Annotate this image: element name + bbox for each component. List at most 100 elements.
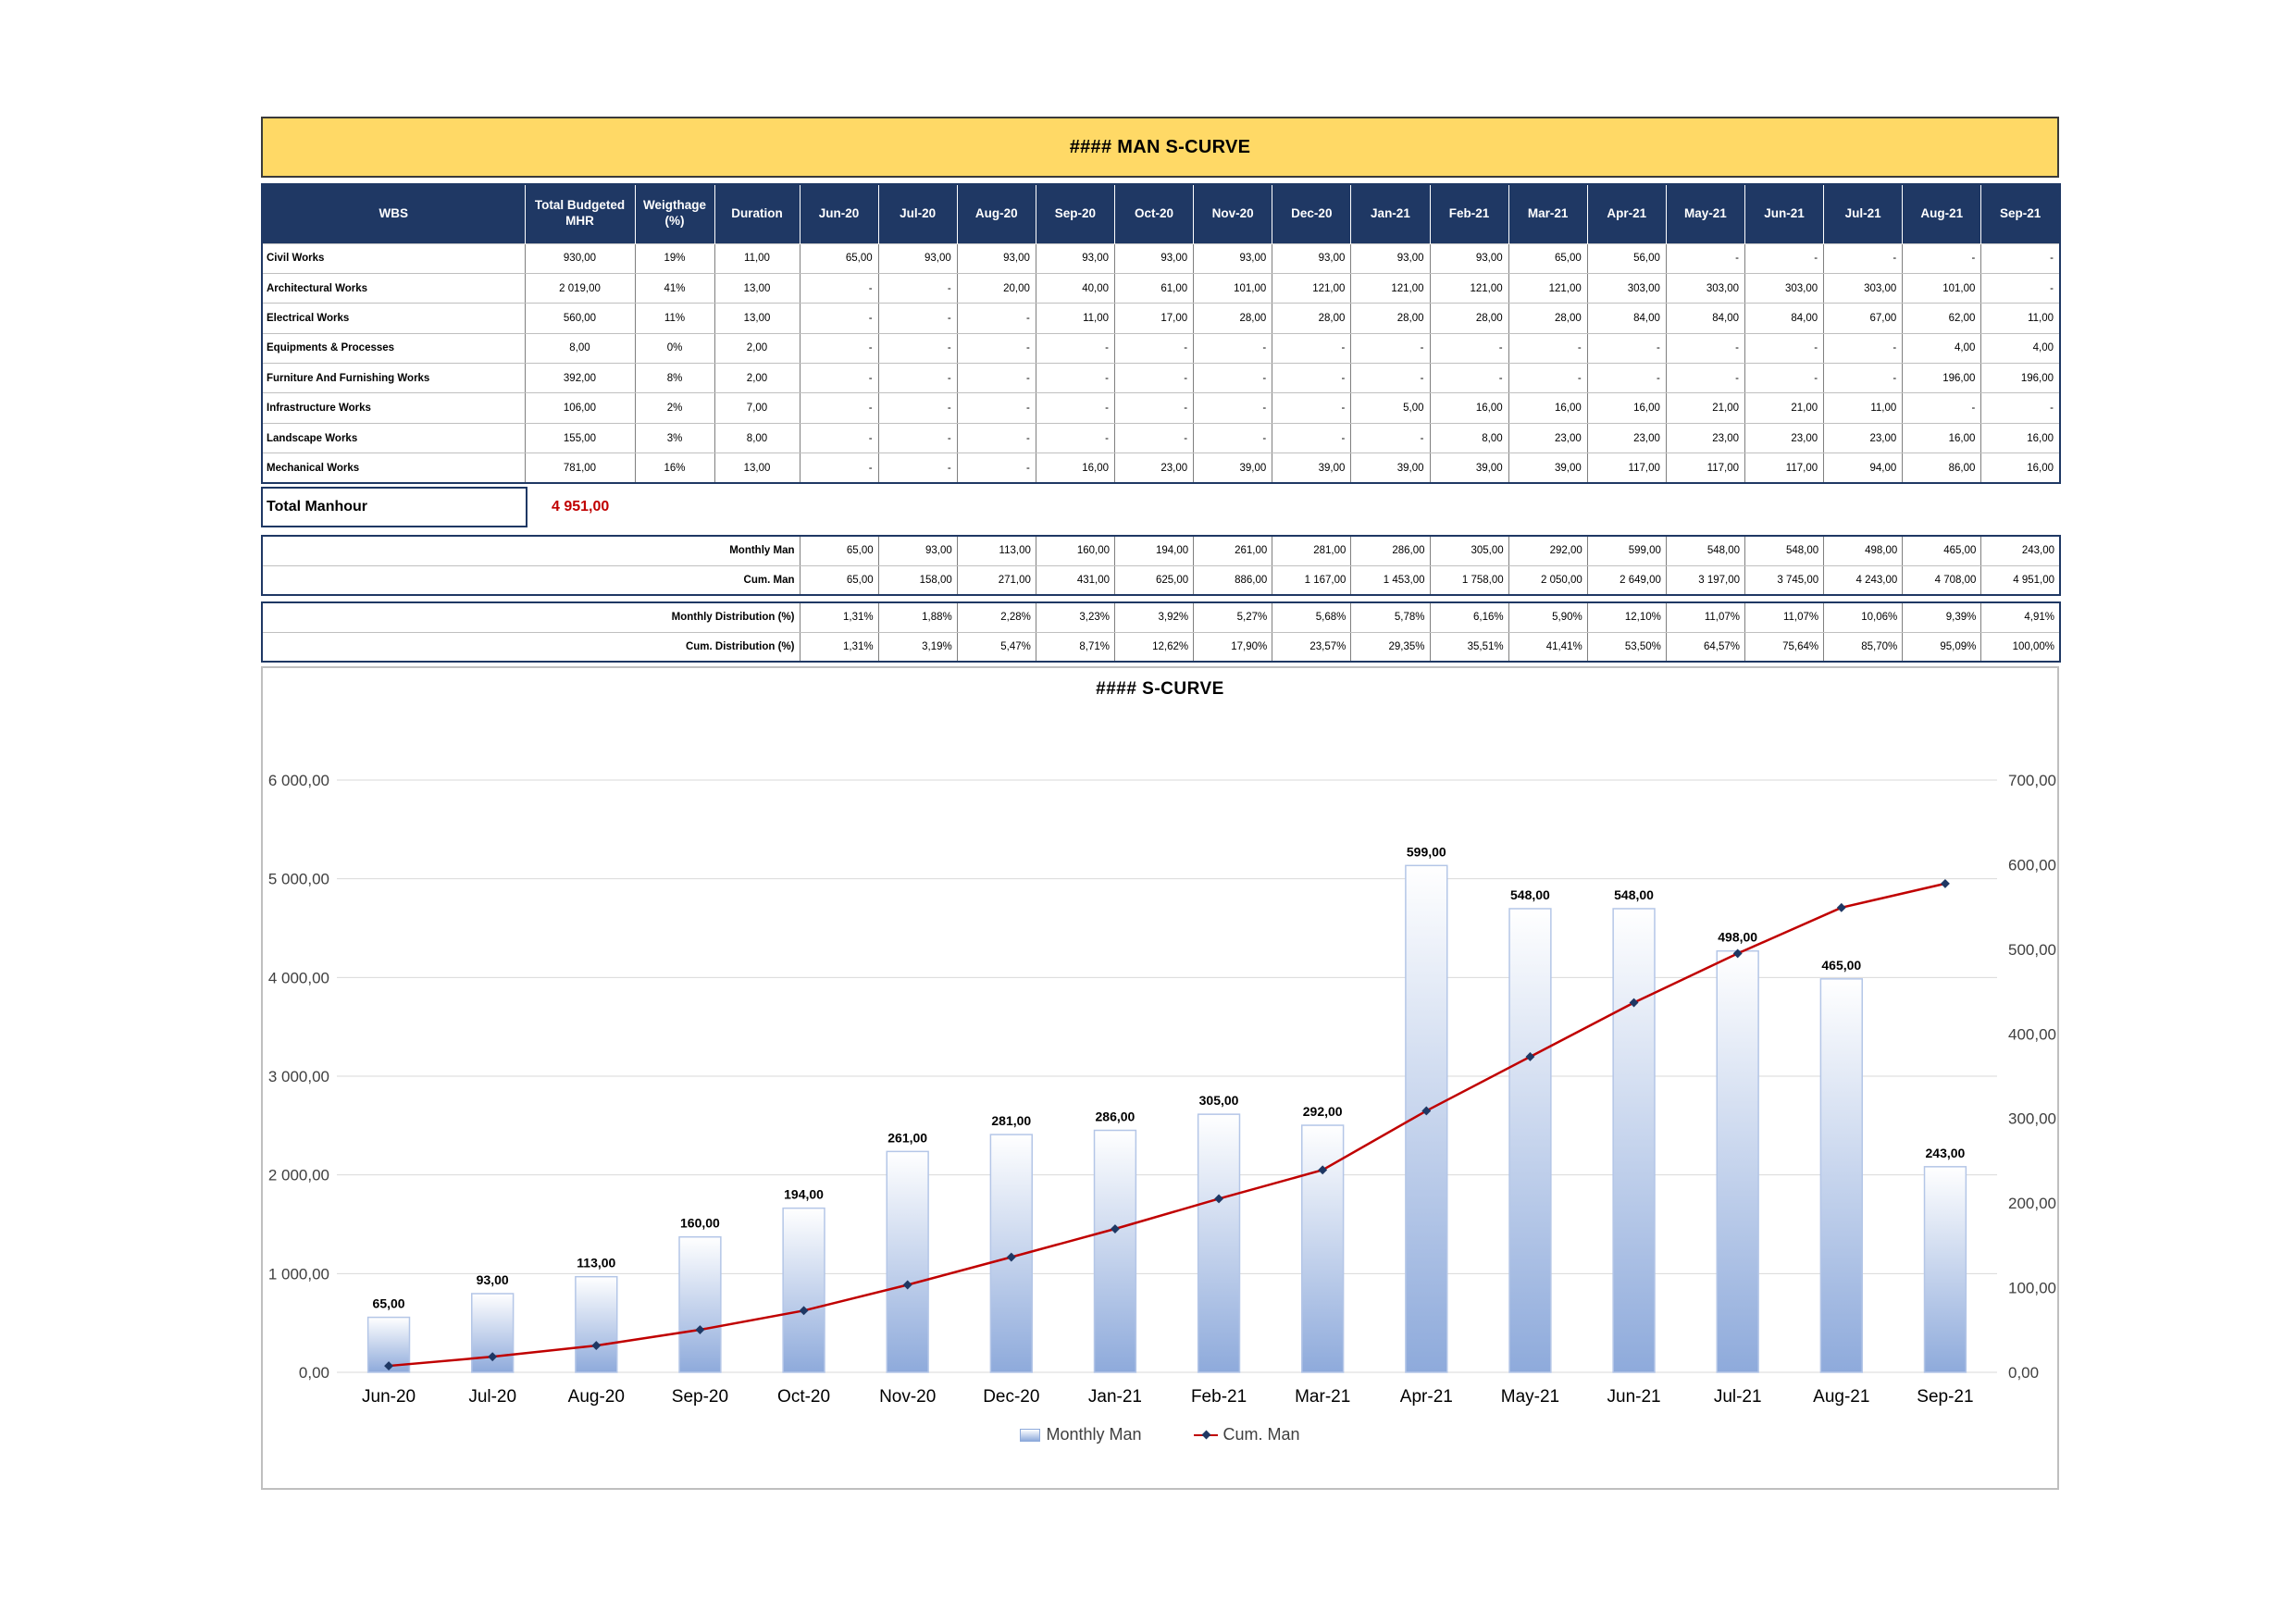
month-value-cell[interactable]: 11,00 (1823, 392, 1904, 424)
month-value-cell[interactable]: 121,00 (1350, 272, 1431, 304)
summary-value-cell[interactable]: 3 745,00 (1744, 565, 1825, 596)
summary-value-cell[interactable]: 3,92% (1114, 602, 1195, 633)
month-value-cell[interactable]: 93,00 (1350, 242, 1431, 274)
month-value-cell[interactable]: - (1272, 422, 1352, 454)
duration-cell[interactable]: 2,00 (714, 363, 800, 394)
month-value-cell[interactable]: 23,00 (1113, 452, 1195, 484)
month-value-cell[interactable]: 16,00 (1902, 422, 1982, 454)
month-value-cell[interactable]: - (956, 422, 1036, 454)
summary-value-cell[interactable]: 85,70% (1823, 632, 1904, 663)
summary-value-cell[interactable]: 4 243,00 (1823, 565, 1904, 596)
month-value-cell[interactable]: 93,00 (877, 242, 958, 274)
month-value-cell[interactable]: 117,00 (1586, 452, 1667, 484)
month-value-cell[interactable]: - (1744, 332, 1825, 365)
month-value-cell[interactable]: - (1035, 363, 1116, 394)
budget-cell[interactable]: 392,00 (524, 363, 636, 394)
month-value-cell[interactable]: - (1035, 392, 1116, 424)
summary-value-cell[interactable]: 5,90% (1508, 602, 1588, 633)
summary-value-cell[interactable]: 1 167,00 (1272, 565, 1352, 596)
summary-value-cell[interactable]: 12,62% (1114, 632, 1195, 663)
summary-value-cell[interactable]: 5,27% (1193, 602, 1273, 633)
month-value-cell[interactable]: 28,00 (1272, 303, 1352, 334)
summary-value-cell[interactable]: 11,07% (1744, 602, 1825, 633)
summary-value-cell[interactable]: 23,57% (1272, 632, 1352, 663)
month-value-cell[interactable]: 121,00 (1272, 272, 1352, 304)
month-value-cell[interactable]: 11,00 (1980, 303, 2061, 334)
summary-value-cell[interactable]: 625,00 (1114, 565, 1195, 596)
month-value-cell[interactable]: 65,00 (1508, 242, 1588, 274)
duration-cell[interactable]: 11,00 (714, 242, 800, 274)
month-value-cell[interactable]: 84,00 (1586, 303, 1667, 334)
summary-value-cell[interactable]: 160,00 (1036, 536, 1116, 566)
month-value-cell[interactable]: - (1744, 363, 1825, 394)
month-value-cell[interactable]: - (799, 452, 879, 484)
month-value-cell[interactable]: - (799, 422, 879, 454)
month-value-cell[interactable]: - (1665, 242, 1746, 274)
month-value-cell[interactable]: - (1113, 392, 1195, 424)
month-value-cell[interactable]: 94,00 (1823, 452, 1904, 484)
summary-value-cell[interactable]: 599,00 (1587, 536, 1667, 566)
month-value-cell[interactable]: 93,00 (1193, 242, 1273, 274)
month-value-cell[interactable]: 196,00 (1902, 363, 1982, 394)
month-value-cell[interactable]: 86,00 (1902, 452, 1982, 484)
month-value-cell[interactable]: 61,00 (1113, 272, 1195, 304)
month-value-cell[interactable]: 16,00 (1035, 452, 1116, 484)
month-value-cell[interactable]: 23,00 (1823, 422, 1904, 454)
month-value-cell[interactable]: - (1744, 242, 1825, 274)
summary-value-cell[interactable]: 2 050,00 (1508, 565, 1588, 596)
budget-cell[interactable]: 155,00 (524, 422, 636, 454)
month-value-cell[interactable]: - (1035, 422, 1116, 454)
month-value-cell[interactable]: 28,00 (1193, 303, 1273, 334)
summary-value-cell[interactable]: 286,00 (1350, 536, 1431, 566)
month-value-cell[interactable]: 93,00 (1272, 242, 1352, 274)
month-value-cell[interactable]: - (799, 392, 879, 424)
summary-value-cell[interactable]: 93,00 (878, 536, 958, 566)
month-value-cell[interactable]: 93,00 (1429, 242, 1509, 274)
month-value-cell[interactable]: 5,00 (1350, 392, 1431, 424)
summary-value-cell[interactable]: 305,00 (1430, 536, 1509, 566)
budget-cell[interactable]: 8,00 (524, 332, 636, 365)
month-value-cell[interactable]: 4,00 (1902, 332, 1982, 365)
month-value-cell[interactable]: 121,00 (1508, 272, 1588, 304)
weight-cell[interactable]: 2% (634, 392, 715, 424)
summary-value-cell[interactable]: 1,31% (800, 632, 879, 663)
summary-value-cell[interactable]: 4 951,00 (1980, 565, 2061, 596)
month-value-cell[interactable]: 23,00 (1744, 422, 1825, 454)
budget-cell[interactable]: 106,00 (524, 392, 636, 424)
budget-cell[interactable]: 560,00 (524, 303, 636, 334)
summary-value-cell[interactable]: 1,31% (800, 602, 879, 633)
month-value-cell[interactable]: 93,00 (956, 242, 1036, 274)
legend-item-monthly-man[interactable]: Monthly Man (1020, 1425, 1142, 1444)
month-value-cell[interactable]: - (1665, 332, 1746, 365)
month-value-cell[interactable]: - (1113, 332, 1195, 365)
summary-value-cell[interactable]: 53,50% (1587, 632, 1667, 663)
month-value-cell[interactable]: 28,00 (1429, 303, 1509, 334)
summary-value-cell[interactable]: 194,00 (1114, 536, 1195, 566)
summary-value-cell[interactable]: 548,00 (1744, 536, 1825, 566)
month-value-cell[interactable]: - (956, 392, 1036, 424)
month-value-cell[interactable]: - (1665, 363, 1746, 394)
month-value-cell[interactable]: - (1350, 363, 1431, 394)
duration-cell[interactable]: 7,00 (714, 392, 800, 424)
month-value-cell[interactable]: - (956, 363, 1036, 394)
month-value-cell[interactable]: - (1823, 332, 1904, 365)
weight-cell[interactable]: 8% (634, 363, 715, 394)
month-value-cell[interactable]: - (799, 332, 879, 365)
month-value-cell[interactable]: - (1350, 332, 1431, 365)
summary-value-cell[interactable]: 5,68% (1272, 602, 1352, 633)
month-value-cell[interactable]: - (1272, 332, 1352, 365)
month-value-cell[interactable]: 303,00 (1665, 272, 1746, 304)
month-value-cell[interactable]: - (956, 452, 1036, 484)
month-value-cell[interactable]: 84,00 (1744, 303, 1825, 334)
summary-value-cell[interactable]: 1 453,00 (1350, 565, 1431, 596)
month-value-cell[interactable]: 16,00 (1508, 392, 1588, 424)
month-value-cell[interactable]: 196,00 (1980, 363, 2061, 394)
month-value-cell[interactable]: - (877, 452, 958, 484)
summary-value-cell[interactable]: 4 708,00 (1902, 565, 1982, 596)
summary-value-cell[interactable]: 1,88% (878, 602, 958, 633)
month-value-cell[interactable]: - (1902, 242, 1982, 274)
month-value-cell[interactable]: - (1586, 363, 1667, 394)
month-value-cell[interactable]: - (1823, 363, 1904, 394)
summary-value-cell[interactable]: 12,10% (1587, 602, 1667, 633)
legend-item-cum-man[interactable]: Cum. Man (1193, 1425, 1300, 1444)
